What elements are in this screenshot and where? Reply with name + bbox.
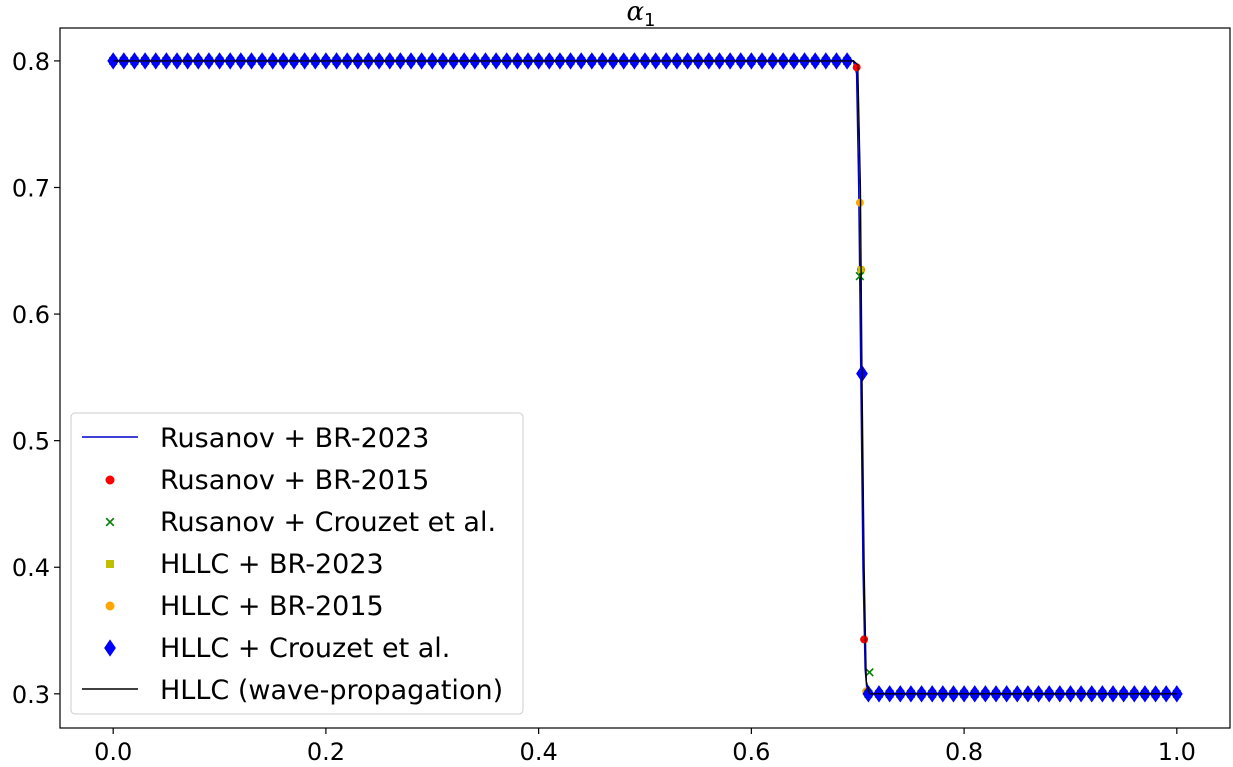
series-line-hllc-wave-propagation	[113, 60, 1177, 695]
legend-label: HLLC + Crouzet et al.	[160, 633, 450, 664]
x-tick-label: 0.4	[520, 738, 558, 766]
legend-label: Rusanov + BR-2023	[160, 423, 429, 454]
x-tick-label: 0.0	[94, 738, 132, 766]
x-tick-label: 1.0	[1158, 738, 1196, 766]
y-tick-label: 0.6	[12, 301, 50, 329]
legend-label: HLLC + BR-2015	[160, 591, 384, 622]
legend-label: HLLC (wave-propagation)	[160, 675, 503, 706]
data-point	[865, 667, 874, 677]
marker-series-layer	[107, 52, 1183, 703]
data-point	[862, 685, 875, 703]
legend-label: Rusanov + BR-2015	[160, 465, 429, 496]
legend-box	[70, 412, 524, 715]
legend-entry: HLLC + BR-2023	[106, 549, 384, 580]
legend: Rusanov + BR-2023 Rusanov + BR-2015 Rusano…	[70, 412, 524, 715]
legend-entry: Rusanov + BR-2015	[105, 465, 429, 496]
chart-title-main: α	[626, 0, 644, 27]
y-tick-label: 0.3	[12, 681, 50, 709]
legend-entry: Rusanov + BR-2023	[82, 423, 429, 454]
legend-entry: HLLC + Crouzet et al.	[104, 633, 450, 664]
plot-frame	[59, 27, 1231, 729]
x-axis: 0.0 0.2 0.4 0.6 0.8 1.0	[94, 728, 1196, 766]
legend-marker-swatch	[105, 601, 115, 611]
legend-entry: Rusanov + Crouzet et al.	[105, 507, 496, 538]
data-point	[855, 271, 865, 281]
legend-label: Rusanov + Crouzet et al.	[160, 507, 496, 538]
y-axis: 0.3 0.4 0.5 0.6 0.7 0.8	[12, 48, 60, 709]
legend-marker-swatch	[105, 517, 115, 527]
legend-marker-swatch	[106, 560, 114, 568]
x-tick-label: 0.2	[307, 738, 345, 766]
legend-label: HLLC + BR-2023	[160, 549, 384, 580]
data-point	[852, 63, 861, 72]
y-tick-label: 0.4	[12, 554, 50, 582]
chart-title-subscript: 1	[644, 10, 655, 31]
x-tick-label: 0.8	[945, 738, 983, 766]
x-tick-label: 0.6	[732, 738, 770, 766]
legend-marker-swatch	[105, 475, 115, 485]
legend-entry: HLLC (wave-propagation)	[82, 675, 503, 706]
legend-marker-swatch	[104, 639, 116, 657]
legend-entries: Rusanov + BR-2023 Rusanov + BR-2015 Rusano…	[82, 423, 503, 706]
plot-area	[107, 52, 1183, 703]
legend-entry: HLLC + BR-2015	[105, 591, 384, 622]
y-tick-label: 0.8	[12, 48, 50, 76]
chart-title: α1	[626, 0, 655, 31]
y-tick-label: 0.7	[12, 174, 50, 202]
y-tick-label: 0.5	[12, 428, 50, 456]
data-point	[860, 635, 869, 644]
